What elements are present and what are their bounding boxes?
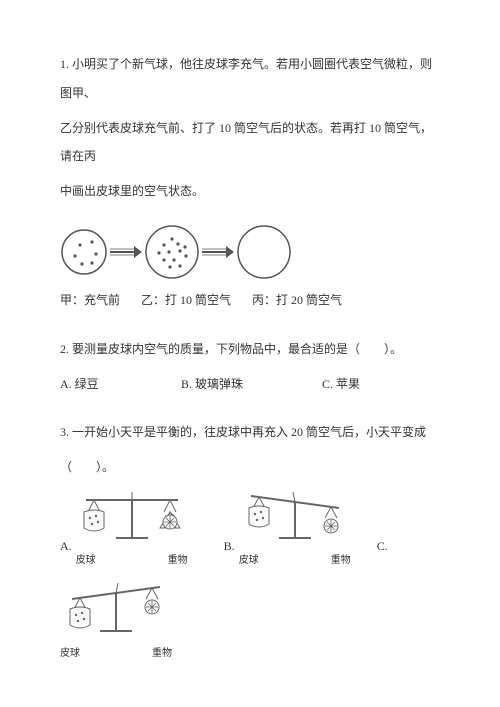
q1-line1: 1. 小明买了个新气球，他往皮球李充气。若用小圆圈代表空气微粒，则图甲、: [60, 50, 440, 108]
q2-optA: A. 绿豆: [60, 370, 178, 399]
q3-optC: C.: [377, 532, 388, 573]
caption-b: 乙：打 10 筒空气: [141, 286, 249, 315]
worksheet-page: 1. 小明买了个新气球，他往皮球李充气。若用小圆圈代表空气微粒，则图甲、 乙分别…: [0, 0, 500, 686]
q1-line3: 中画出皮球里的空气状态。: [60, 177, 440, 206]
bal-c-right: 重物: [152, 642, 172, 666]
circle-b-icon: [144, 224, 200, 280]
q3-line1: 3. 一开始小天平是平衡的，往皮球中再充入 20 筒空气后，小天平变成: [60, 418, 440, 447]
bal-a-left: 皮球: [76, 549, 96, 573]
q3-balances: A.: [60, 488, 440, 666]
caption-a: 甲：充气前: [60, 286, 138, 315]
q1-captions: 甲：充气前 乙：打 10 筒空气 丙：打 20 筒空气: [60, 286, 440, 315]
q3-optA: A.: [60, 532, 72, 573]
q2-options: A. 绿豆 B. 玻璃弹珠 C. 苹果: [60, 370, 440, 399]
balance-c: 皮球 重物: [60, 577, 172, 666]
caption-c: 丙：打 20 筒空气: [252, 286, 342, 315]
balance-b: B.: [224, 488, 351, 573]
q3-optB: B.: [224, 532, 235, 573]
balance-a-icon: [76, 488, 188, 540]
q2-optC: C. 苹果: [322, 370, 360, 399]
q1-line2: 乙分别代表皮球充气前、打了 10 筒空气后的状态。若再打 10 筒空气，请在丙: [60, 114, 440, 172]
balance-a: A.: [60, 488, 188, 573]
balance-c-icon: [60, 577, 172, 633]
bal-c-left: 皮球: [60, 642, 80, 666]
bal-b-left: 皮球: [239, 549, 259, 573]
bal-b-right: 重物: [331, 549, 351, 573]
bal-a-right: 重物: [168, 549, 188, 573]
q1-diagram: [60, 224, 440, 280]
q2-optB: B. 玻璃弹珠: [181, 370, 319, 399]
arrow-icon: [200, 242, 236, 262]
circle-a-icon: [60, 228, 108, 276]
balance-b-icon: [239, 488, 351, 540]
circle-c-icon: [236, 224, 292, 280]
q2-text: 2. 要测量皮球内空气的质量，下列物品中，最合适的是（ ）。: [60, 335, 440, 364]
arrow-icon: [108, 242, 144, 262]
q3-line2: （ ）。: [60, 453, 440, 482]
